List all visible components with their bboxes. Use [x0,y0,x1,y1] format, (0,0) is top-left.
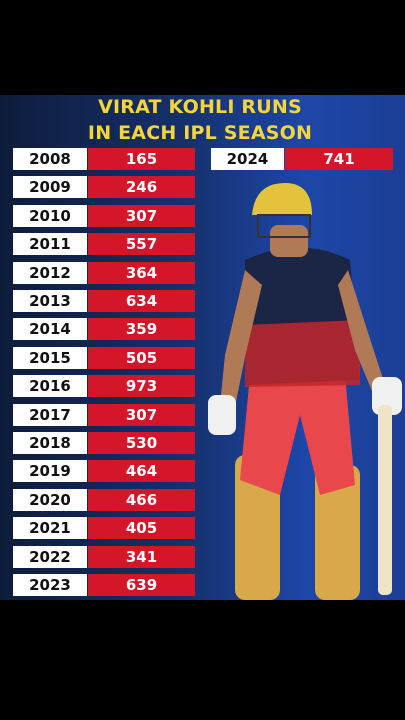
season-runs: 557 [88,233,195,256]
season-year: 2018 [13,432,87,454]
season-runs: 634 [88,290,195,312]
pad [315,465,360,600]
trousers [240,375,355,495]
season-runs: 307 [88,403,195,426]
season-runs: 639 [88,574,195,596]
shirt-lower [245,320,360,387]
highlight-runs: 741 [285,148,393,170]
season-year: 2020 [13,488,87,511]
season-year: 2015 [13,346,87,369]
season-runs: 364 [88,261,195,284]
season-year: 2008 [13,148,87,170]
bat [378,405,392,595]
season-runs: 505 [88,346,195,369]
season-year: 2017 [13,403,87,426]
face [270,225,308,257]
season-runs: 466 [88,488,195,511]
season-year: 2016 [13,375,87,398]
pad [235,455,280,600]
season-year: 2013 [13,290,87,312]
season-year: 2009 [13,176,87,199]
highlight-year: 2024 [211,148,284,170]
season-year: 2023 [13,574,87,596]
arm [220,270,262,407]
season-year: 2010 [13,204,87,227]
season-runs: 246 [88,176,195,199]
season-year: 2021 [13,517,87,540]
season-year: 2011 [13,233,87,256]
season-runs: 359 [88,318,195,341]
season-runs: 464 [88,460,195,483]
season-runs: 530 [88,432,195,454]
season-year: 2012 [13,261,87,284]
glove [208,395,236,435]
helmet [252,183,312,215]
season-runs: 405 [88,517,195,540]
arm [338,270,385,391]
season-runs: 973 [88,375,195,398]
grille [257,214,311,238]
season-year: 2014 [13,318,87,341]
season-runs: 165 [88,148,195,170]
player-illustration [208,183,402,600]
season-year: 2022 [13,545,87,568]
title-line: VIRAT KOHLI RUNS [98,96,302,118]
season-year: 2019 [13,460,87,483]
glove [372,377,402,415]
season-runs: 307 [88,204,195,227]
title-line: IN EACH IPL SEASON [87,122,313,144]
season-runs: 341 [88,545,195,568]
